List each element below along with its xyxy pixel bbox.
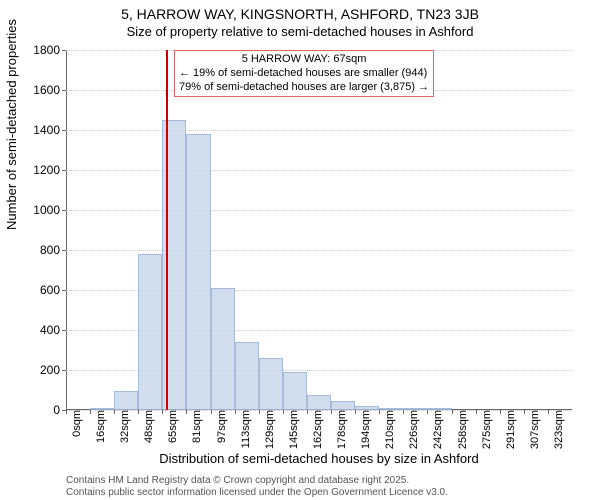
x-tick [476,410,477,414]
x-tick-label: 81sqm [189,410,203,443]
histogram-bar [235,342,259,410]
annotation-box: 5 HARROW WAY: 67sqm← 19% of semi-detache… [174,50,434,97]
y-tick-label: 0 [53,403,66,417]
histogram-bar [283,372,307,410]
chart-title: 5, HARROW WAY, KINGSNORTH, ASHFORD, TN23… [0,6,600,22]
x-tick [259,410,260,414]
x-tick-label: 307sqm [527,410,541,449]
x-tick [452,410,453,414]
x-tick [211,410,212,414]
reference-line [166,50,168,410]
x-tick-label: 32sqm [117,410,131,443]
x-tick [138,410,139,414]
chart-subtitle: Size of property relative to semi-detach… [0,24,600,39]
annotation-line: 5 HARROW WAY: 67sqm [179,53,429,67]
x-tick-label: 113sqm [238,410,252,448]
x-tick-label: 145sqm [286,410,300,449]
grid-line [66,170,572,171]
x-tick-label: 65sqm [165,410,179,443]
x-tick [331,410,332,414]
x-tick-label: 210sqm [382,410,396,449]
x-tick-label: 178sqm [334,410,348,449]
x-tick-label: 258sqm [455,410,469,449]
x-tick [500,410,501,414]
x-tick [114,410,115,414]
grid-line [66,250,572,251]
x-tick-label: 129sqm [262,410,276,449]
x-tick-label: 323sqm [551,410,565,449]
annotation-line: 79% of semi-detached houses are larger (… [179,81,429,95]
x-tick-label: 16sqm [93,410,107,443]
x-tick [90,410,91,414]
x-tick [283,410,284,414]
annotation-line: ← 19% of semi-detached houses are smalle… [179,67,429,81]
x-tick-label: 226sqm [406,410,420,449]
y-tick-label: 1600 [33,83,66,97]
x-tick-label: 242sqm [430,410,444,449]
histogram-bar [138,254,162,410]
x-tick-label: 0sqm [69,410,83,437]
x-axis-label: Distribution of semi-detached houses by … [66,451,572,466]
y-tick-label: 1800 [33,43,66,57]
x-tick-label: 194sqm [358,410,372,449]
x-tick [186,410,187,414]
x-tick [355,410,356,414]
x-tick [524,410,525,414]
footer-copyright-2: Contains public sector information licen… [66,487,448,498]
plot-area: 0200400600800100012001400160018000sqm16s… [66,50,572,410]
histogram-bar [211,288,235,410]
x-tick [235,410,236,414]
y-tick-label: 1400 [33,123,66,137]
y-axis-label: Number of semi-detached properties [4,19,19,230]
x-tick [162,410,163,414]
y-tick-label: 1200 [33,163,66,177]
y-tick-label: 600 [40,283,66,297]
x-tick [427,410,428,414]
footer-copyright-1: Contains HM Land Registry data © Crown c… [66,475,409,486]
x-tick-label: 162sqm [310,410,324,449]
histogram-bar [114,391,138,410]
x-tick-label: 275sqm [479,410,493,449]
x-tick-label: 48sqm [141,410,155,443]
histogram-bar [331,401,355,410]
y-tick-label: 200 [40,363,66,377]
y-tick-label: 800 [40,243,66,257]
x-tick-label: 291sqm [503,410,517,449]
y-axis-line [66,50,67,410]
grid-line [66,210,572,211]
y-tick-label: 1000 [33,203,66,217]
histogram-bar [259,358,283,410]
y-tick-label: 400 [40,323,66,337]
grid-line [66,130,572,131]
x-tick [379,410,380,414]
x-tick [307,410,308,414]
x-tick [66,410,67,414]
x-tick-label: 97sqm [214,410,228,443]
histogram-chart: 5, HARROW WAY, KINGSNORTH, ASHFORD, TN23… [0,0,600,500]
x-tick [403,410,404,414]
histogram-bar [307,395,331,410]
x-tick [548,410,549,414]
histogram-bar [186,134,210,410]
